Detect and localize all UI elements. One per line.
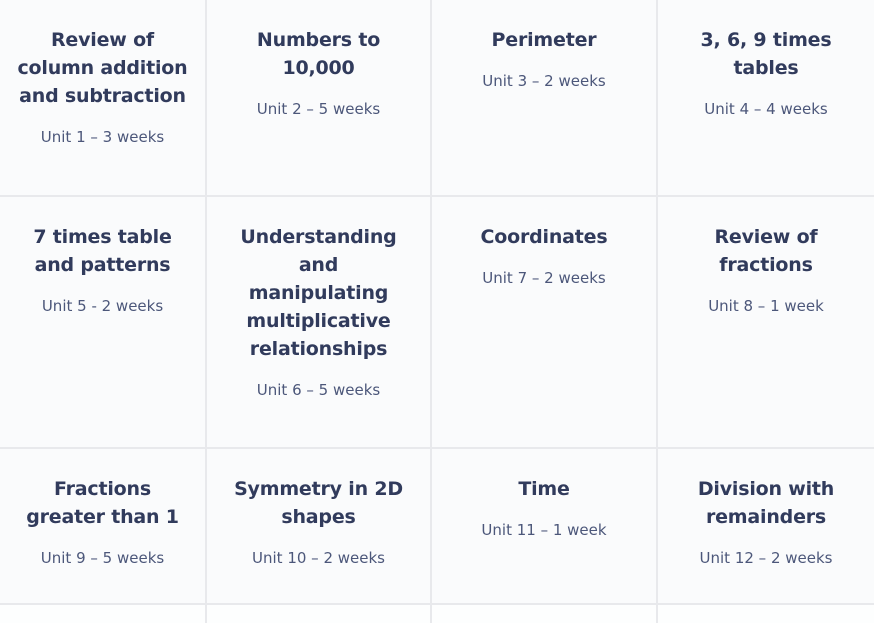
- unit-schedule: Unit 8 – 1 week: [708, 297, 824, 315]
- unit-title: Review of fractions: [714, 226, 818, 276]
- unit-schedule: Unit 5 - 2 weeks: [41, 297, 164, 315]
- unit-schedule: Unit 10 – 2 weeks: [252, 549, 385, 567]
- unit-title: Perimeter: [491, 29, 597, 51]
- unit-title: Symmetry in 2D shapes: [234, 478, 403, 528]
- unit-card-partial-1: [0, 605, 205, 623]
- unit-card-7[interactable]: Coordinates Unit 7 – 2 weeks: [432, 197, 656, 447]
- unit-card-partial-2: [207, 605, 430, 623]
- unit-title: Division with remainders: [697, 478, 835, 528]
- unit-card-3[interactable]: Perimeter Unit 3 – 2 weeks: [432, 0, 656, 195]
- unit-schedule: Unit 12 – 2 weeks: [699, 549, 833, 567]
- unit-schedule: Unit 9 – 5 weeks: [40, 549, 165, 567]
- unit-title: 7 times table and patterns: [33, 226, 172, 276]
- unit-title: Fractions greater than 1: [26, 478, 179, 528]
- unit-card-12[interactable]: Division with remainders Unit 12 – 2 wee…: [658, 449, 874, 603]
- unit-schedule: Unit 2 – 5 weeks: [256, 100, 381, 118]
- unit-title: Coordinates: [480, 226, 608, 248]
- unit-title: 3, 6, 9 times tables: [700, 29, 832, 79]
- unit-title: Numbers to 10,000: [256, 29, 381, 79]
- unit-card-partial-4: [658, 605, 874, 623]
- unit-card-partial-3: [432, 605, 656, 623]
- unit-card-10[interactable]: Symmetry in 2D shapes Unit 10 – 2 weeks: [207, 449, 430, 603]
- unit-schedule: Unit 11 – 1 week: [481, 521, 607, 539]
- unit-card-4[interactable]: 3, 6, 9 times tables Unit 4 – 4 weeks: [658, 0, 874, 195]
- unit-title: Understanding and manipulating multiplic…: [240, 226, 397, 360]
- unit-card-11[interactable]: Time Unit 11 – 1 week: [432, 449, 656, 603]
- unit-schedule: Unit 6 – 5 weeks: [256, 381, 381, 399]
- unit-schedule: Unit 4 – 4 weeks: [704, 100, 828, 118]
- unit-schedule: Unit 1 – 3 weeks: [40, 128, 165, 146]
- unit-card-5[interactable]: 7 times table and patterns Unit 5 - 2 we…: [0, 197, 205, 447]
- unit-schedule: Unit 3 – 2 weeks: [482, 72, 606, 90]
- unit-schedule: Unit 7 – 2 weeks: [482, 269, 606, 287]
- unit-card-8[interactable]: Review of fractions Unit 8 – 1 week: [658, 197, 874, 447]
- unit-title: Time: [518, 478, 570, 500]
- unit-card-2[interactable]: Numbers to 10,000 Unit 2 – 5 weeks: [207, 0, 430, 195]
- unit-card-6[interactable]: Understanding and manipulating multiplic…: [207, 197, 430, 447]
- unit-card-9[interactable]: Fractions greater than 1 Unit 9 – 5 week…: [0, 449, 205, 603]
- unit-title: Review of column addition and subtractio…: [17, 29, 188, 107]
- unit-card-1[interactable]: Review of column addition and subtractio…: [0, 0, 205, 195]
